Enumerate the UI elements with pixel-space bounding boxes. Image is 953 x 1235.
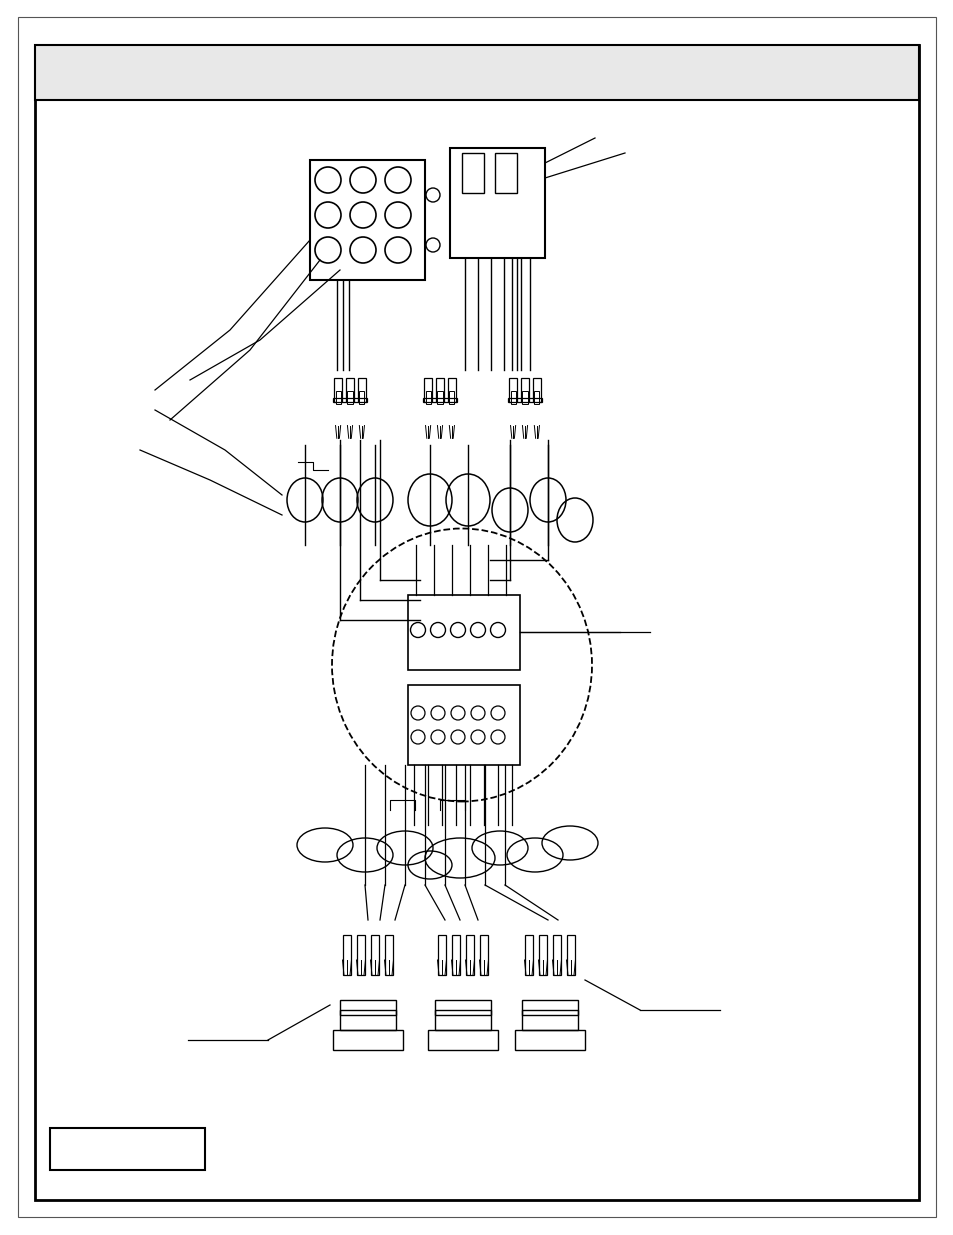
Bar [495, 153, 517, 193]
Bar [385, 935, 393, 974]
Bar [508, 378, 517, 401]
Bar [447, 378, 456, 401]
Bar [423, 378, 432, 401]
Bar [510, 390, 516, 404]
Bar [437, 935, 446, 974]
Bar [35, 44, 918, 100]
Bar [310, 161, 424, 280]
Bar [437, 390, 442, 404]
Bar [435, 1000, 491, 1015]
Bar [465, 935, 474, 974]
Bar [357, 378, 366, 401]
Bar [422, 398, 456, 401]
Bar [428, 1030, 497, 1050]
Bar [333, 1030, 402, 1050]
Bar [408, 685, 519, 764]
Bar [452, 935, 459, 974]
Bar [461, 153, 483, 193]
Bar [333, 398, 367, 401]
Bar [507, 398, 541, 401]
Bar [524, 935, 533, 974]
Bar [339, 1010, 395, 1030]
Bar [553, 935, 560, 974]
Bar [521, 1010, 578, 1030]
Bar [449, 390, 454, 404]
Bar [515, 1030, 584, 1050]
Bar [479, 935, 488, 974]
Bar [435, 1010, 491, 1030]
Bar [347, 390, 353, 404]
Bar [356, 935, 365, 974]
Bar [450, 148, 544, 258]
Bar [371, 935, 378, 974]
Bar [436, 378, 444, 401]
Bar [339, 1000, 395, 1015]
Bar [408, 595, 519, 671]
Bar [566, 935, 575, 974]
Bar [343, 935, 351, 974]
Bar [335, 390, 340, 404]
Bar [520, 378, 529, 401]
Bar [521, 1000, 578, 1015]
Bar [538, 935, 546, 974]
Bar [522, 390, 527, 404]
Bar [425, 390, 430, 404]
Bar [334, 378, 342, 401]
Bar [345, 378, 354, 401]
Bar [532, 378, 540, 401]
Bar [50, 1128, 205, 1170]
Bar [534, 390, 538, 404]
Bar [359, 390, 364, 404]
